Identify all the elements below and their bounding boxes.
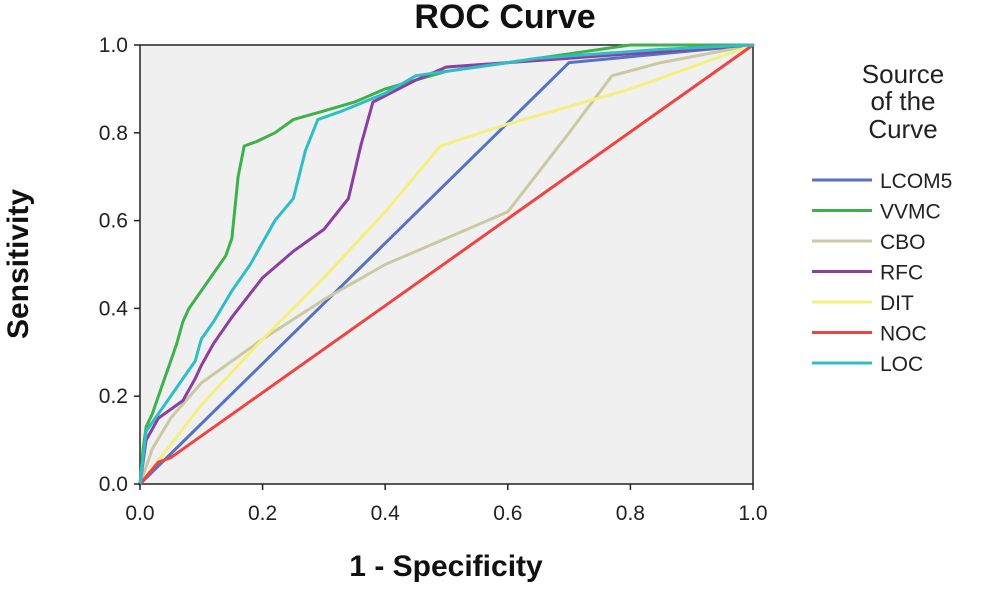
x-axis-ticks: 0.0 0.2 0.4 0.6 0.8 1.0 <box>125 484 768 525</box>
series-lines <box>138 43 755 486</box>
x-axis-title: 1 - Specificity <box>349 550 543 583</box>
x-tick-label: 0.0 <box>125 502 154 525</box>
legend-label-dit: DIT <box>880 292 914 315</box>
y-tick-label: 1.0 <box>99 34 128 57</box>
legend-label-rfc: RFC <box>880 262 923 285</box>
legend-label-vvmc: VVMC <box>880 201 941 224</box>
x-tick-label: 0.4 <box>371 502 401 525</box>
y-tick-label: 0.0 <box>99 473 128 496</box>
y-tick-label: 0.8 <box>99 122 128 145</box>
legend-label-loc: LOC <box>880 353 923 376</box>
series-line-noc <box>138 43 755 486</box>
series-line-vvmc <box>138 43 755 486</box>
legend: Source of the Curve LCOM5 VVMC CBO RFC DIT NO… <box>812 59 952 376</box>
x-tick-label: 1.0 <box>738 502 767 525</box>
legend-label-lcom5: LCOM5 <box>880 170 952 193</box>
series-line-cbo <box>138 43 755 486</box>
legend-title-line: of the <box>870 86 935 116</box>
y-tick-label: 0.2 <box>99 385 128 408</box>
y-axis-title: Sensitivity <box>2 189 35 339</box>
y-tick-label: 0.4 <box>99 297 129 320</box>
legend-title-line: Source <box>862 59 944 89</box>
chart-title: ROC Curve <box>414 0 595 36</box>
y-tick-label: 0.6 <box>99 210 128 233</box>
x-tick-label: 0.2 <box>248 502 277 525</box>
legend-title-line: Curve <box>868 114 937 144</box>
legend-label-noc: NOC <box>880 323 927 346</box>
legend-label-cbo: CBO <box>880 231 926 254</box>
x-tick-label: 0.8 <box>616 502 645 525</box>
series-line-loc <box>138 43 755 486</box>
series-line-dit <box>138 43 755 486</box>
x-tick-label: 0.6 <box>493 502 522 525</box>
y-axis-ticks: 0.0 0.2 0.4 0.6 0.8 1.0 <box>99 34 140 496</box>
